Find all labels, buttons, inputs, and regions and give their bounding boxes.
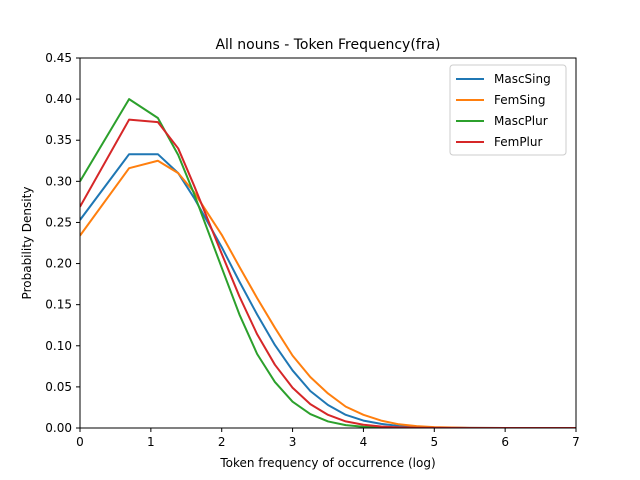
- x-tick-label: 6: [501, 435, 509, 449]
- y-tick-label: 0.00: [45, 421, 72, 435]
- y-tick-label: 0.05: [45, 380, 72, 394]
- legend-box: [449, 64, 567, 156]
- y-axis-label: Probability Density: [20, 187, 34, 300]
- x-tick-label: 0: [76, 435, 84, 449]
- x-tick-label: 4: [360, 435, 368, 449]
- plot-frame: [79, 57, 577, 429]
- x-tick-label: 7: [572, 435, 580, 449]
- legend-label-mascplur: MascPlur: [494, 114, 548, 128]
- series-line-femplur: [80, 118, 576, 428]
- x-axis-label: Token frequency of occurrence (log): [219, 456, 435, 470]
- legend-label-mascsing: MascSing: [494, 72, 551, 86]
- legend-label-femplur: FemPlur: [494, 135, 542, 149]
- y-tick-label: 0.10: [45, 339, 72, 353]
- axes: 0 1 2 3 4 5 6 7 0.00 0.05 0.10 0.15 0.20 0.25 0.30 0.35…: [45, 51, 580, 449]
- y-tick-label: 0.30: [45, 174, 72, 188]
- y-tick-label: 0.20: [45, 257, 72, 271]
- series-line-mascplur: [80, 98, 576, 428]
- y-tick-label: 0.15: [45, 298, 72, 312]
- y-tick-label: 0.25: [45, 215, 72, 229]
- y-tick-label: 0.35: [45, 133, 72, 147]
- x-tick-label: 2: [218, 435, 226, 449]
- x-tick-label: 3: [289, 435, 297, 449]
- x-tick-label: 1: [147, 435, 155, 449]
- y-tick-label: 0.40: [45, 92, 72, 106]
- legend-label-femsing: FemSing: [494, 93, 546, 107]
- series-line-mascsing: [80, 153, 576, 428]
- y-tick-label: 0.45: [45, 51, 72, 65]
- x-tick-label: 5: [430, 435, 438, 449]
- series-line-femsing: [80, 159, 576, 428]
- chart-title: All nouns - Token Frequency(fra): [215, 37, 440, 53]
- legend: MascSing FemSing MascPlur FemPlur: [449, 64, 567, 156]
